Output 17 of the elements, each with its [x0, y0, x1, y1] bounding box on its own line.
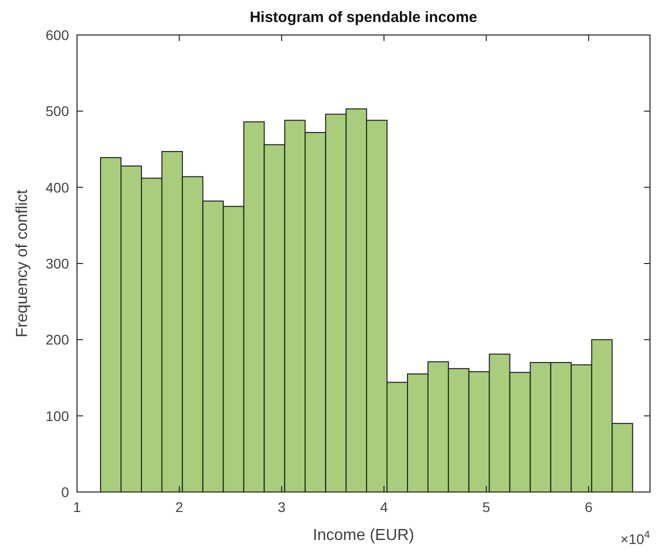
y-axis-title: Frequency of conflict: [14, 189, 31, 338]
x-tick-label: 6: [584, 499, 593, 515]
x-tick-label: 5: [482, 499, 490, 515]
y-tick-label: 0: [61, 484, 70, 500]
text: ×10$^{4}$: [620, 529, 650, 547]
y-tick-label: 500: [46, 103, 70, 120]
x-tick-label: 4: [380, 499, 388, 515]
x-tick-label: 2: [175, 499, 184, 515]
x-axis-title: Income (EUR): [312, 527, 414, 544]
y-tick-label: 300: [46, 256, 70, 272]
x-tick-label: 3: [278, 499, 286, 515]
y-tick-label: 100: [46, 408, 70, 424]
y-tick-label: 200: [46, 332, 70, 348]
y-tick-label: 600: [46, 27, 70, 43]
chart-title: Histogram of spendable income: [250, 9, 478, 26]
x-tick-label: 1: [73, 499, 82, 515]
y-tick-label: 400: [46, 179, 70, 196]
